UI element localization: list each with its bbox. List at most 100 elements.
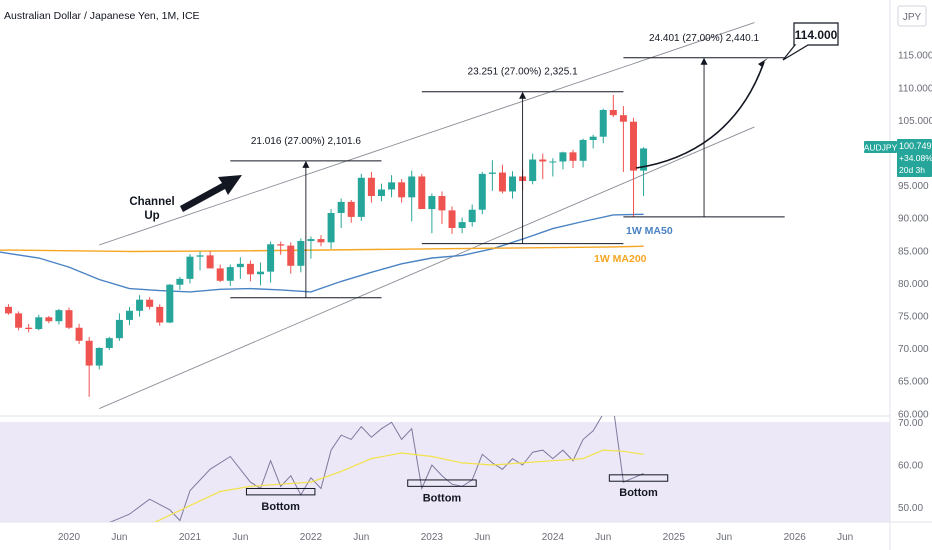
candle-body <box>166 284 174 323</box>
candle <box>55 308 63 325</box>
candle <box>257 262 265 286</box>
time-tick-label: Jun <box>111 532 127 543</box>
measurement-tool[interactable]: 23.251 (27.00%) 2,325.1 <box>421 67 624 245</box>
candle-body <box>498 172 506 192</box>
candle <box>307 236 315 259</box>
rsi-tick-label: 60.00 <box>898 461 923 472</box>
candle <box>277 241 285 255</box>
candle <box>539 153 547 180</box>
candle-body <box>488 172 496 174</box>
candle-body <box>468 209 476 223</box>
channel-label-line1: Channel <box>129 196 174 208</box>
candle <box>569 149 577 168</box>
candle <box>176 276 184 290</box>
measurement-tool[interactable]: 21.016 (27.00%) 2,101.6 <box>230 136 382 299</box>
rsi-ma-line <box>154 449 644 522</box>
candle <box>388 175 396 198</box>
bottom-rect <box>245 487 316 496</box>
candle <box>287 242 295 274</box>
candle <box>45 316 53 324</box>
candle-body <box>65 310 73 328</box>
measure-label: 21.016 (27.00%) 2,101.6 <box>251 136 362 147</box>
time-tick-label: 2025 <box>663 532 686 543</box>
candle <box>398 179 406 203</box>
price-tick-label: 105.000 <box>898 116 932 127</box>
candle-body <box>35 317 43 330</box>
candle-body <box>156 306 164 323</box>
chart-title: Australian Dollar / Japanese Yen, 1M, IC… <box>4 10 200 22</box>
candle <box>297 238 305 273</box>
measure-arrow-icon <box>700 57 708 65</box>
candle <box>75 323 83 345</box>
candle-body <box>589 136 597 140</box>
candle <box>478 171 486 215</box>
candle-body <box>75 327 83 341</box>
candle-body <box>176 278 184 285</box>
candle <box>629 117 637 217</box>
candle-body <box>85 340 93 366</box>
measurement-tools: 21.016 (27.00%) 2,101.6 23.251 (27.00%) 2… <box>230 33 785 299</box>
currency-button[interactable] <box>897 5 927 27</box>
candle-body <box>317 239 325 243</box>
measurement-tool[interactable]: 24.401 (27.00%) 2,440.1 <box>623 33 785 218</box>
measure-label: 23.251 (27.00%) 2,325.1 <box>468 67 579 78</box>
bottom-box[interactable]: Bottom <box>407 479 477 504</box>
rsi-line <box>109 416 644 522</box>
bar-countdown: 20d 3h <box>899 165 925 175</box>
rsi-tick-label: 70.00 <box>898 418 923 429</box>
bottom-box[interactable]: Bottom <box>608 474 669 499</box>
candle <box>85 336 93 397</box>
candle-body <box>136 299 144 311</box>
time-tick-label: 2022 <box>300 532 323 543</box>
candle-body <box>357 177 365 217</box>
candle-body <box>640 148 648 171</box>
candle-body <box>236 263 244 268</box>
symbol-tag-label: AUDJPY <box>864 143 898 153</box>
candle-body <box>529 159 537 182</box>
time-tick-label: Jun <box>837 532 853 543</box>
price-tick-label: 80.000 <box>898 279 929 290</box>
rsi-axis: 70.00 60.00 50.00 <box>898 418 923 514</box>
candle-body <box>398 182 406 198</box>
candle <box>498 164 506 194</box>
channel-upper-line <box>99 22 755 246</box>
ma200-label: 1W MA200 <box>594 253 647 265</box>
candle-body <box>45 317 53 322</box>
candle-body <box>458 222 466 228</box>
candle <box>166 284 174 324</box>
candle-body <box>388 182 396 190</box>
target-callout[interactable] <box>782 22 839 61</box>
candle <box>418 173 426 210</box>
candle-body <box>448 210 456 228</box>
time-tick-label: 2026 <box>784 532 807 543</box>
measure-arrow-icon <box>519 91 527 99</box>
channel-label-line2: Up <box>144 210 159 222</box>
candle <box>448 206 456 234</box>
ma50-label: 1W MA50 <box>626 225 673 237</box>
candle-body <box>25 327 33 330</box>
bottom-rect <box>608 474 669 482</box>
projection-curve <box>635 61 765 169</box>
candle-body <box>559 152 567 162</box>
candle <box>156 304 164 326</box>
bottom-box[interactable]: Bottom <box>245 487 316 513</box>
candle-body <box>15 313 23 328</box>
time-tick-label: 2021 <box>179 532 202 543</box>
price-change: +34.08% <box>899 153 932 163</box>
candle-body <box>327 212 335 243</box>
ma50-line <box>8 213 644 293</box>
price-tick-label: 60.000 <box>898 409 929 420</box>
candle <box>428 193 436 234</box>
candle <box>640 147 648 197</box>
time-tick-label: Jun <box>232 532 248 543</box>
price-tick-label: 115.000 <box>898 51 932 62</box>
candle-body <box>539 159 547 162</box>
candle-body <box>277 244 285 246</box>
candle <box>357 173 365 221</box>
bottom-rect <box>407 479 477 487</box>
rsi-indicator: Bottom Bottom Bottom <box>109 416 669 522</box>
candle <box>337 198 345 228</box>
time-axis[interactable]: 2020 Jun 2021 Jun 2022 Jun 2023 Jun 2024 Jun 2025 J… <box>58 532 853 543</box>
candle <box>559 151 567 170</box>
